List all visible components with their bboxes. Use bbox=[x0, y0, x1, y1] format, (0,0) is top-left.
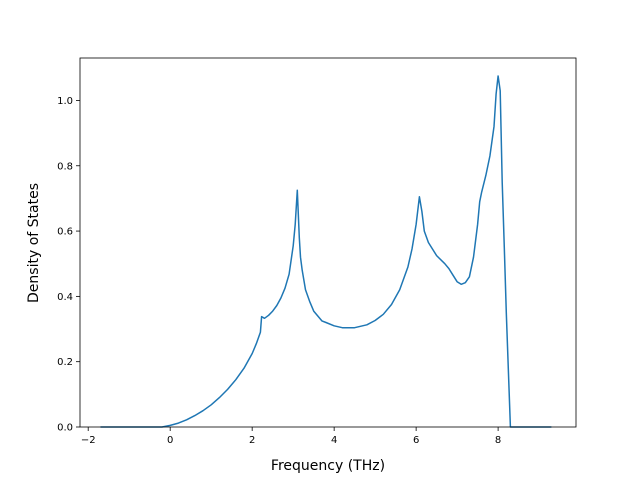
plot-marks bbox=[100, 75, 552, 428]
x-tick-label: 8 bbox=[495, 435, 501, 446]
y-tick-label: 0.8 bbox=[57, 161, 73, 172]
x-tick-label: 6 bbox=[413, 435, 419, 446]
y-tick-label: 0.2 bbox=[57, 357, 73, 368]
y-axis-label: Density of States bbox=[26, 183, 42, 303]
y-tick-label: 0.6 bbox=[57, 227, 73, 238]
plot-frame bbox=[79, 57, 577, 428]
axis-ticks: −2 0 2 4 6 8 0.0 0.2 0.4 0.6 0.8 1.0 bbox=[57, 96, 501, 446]
x-tick-label: 0 bbox=[167, 435, 173, 446]
y-tick-label: 0.0 bbox=[57, 423, 73, 434]
dos-series-line-0 bbox=[100, 75, 552, 428]
x-tick-label: 4 bbox=[331, 435, 337, 446]
x-tick-label: 2 bbox=[249, 435, 255, 446]
y-tick-label: 0.4 bbox=[57, 292, 73, 303]
x-tick-label: −2 bbox=[81, 435, 96, 446]
y-tick-label: 1.0 bbox=[57, 96, 73, 107]
x-axis-label: Frequency (THz) bbox=[271, 458, 385, 474]
